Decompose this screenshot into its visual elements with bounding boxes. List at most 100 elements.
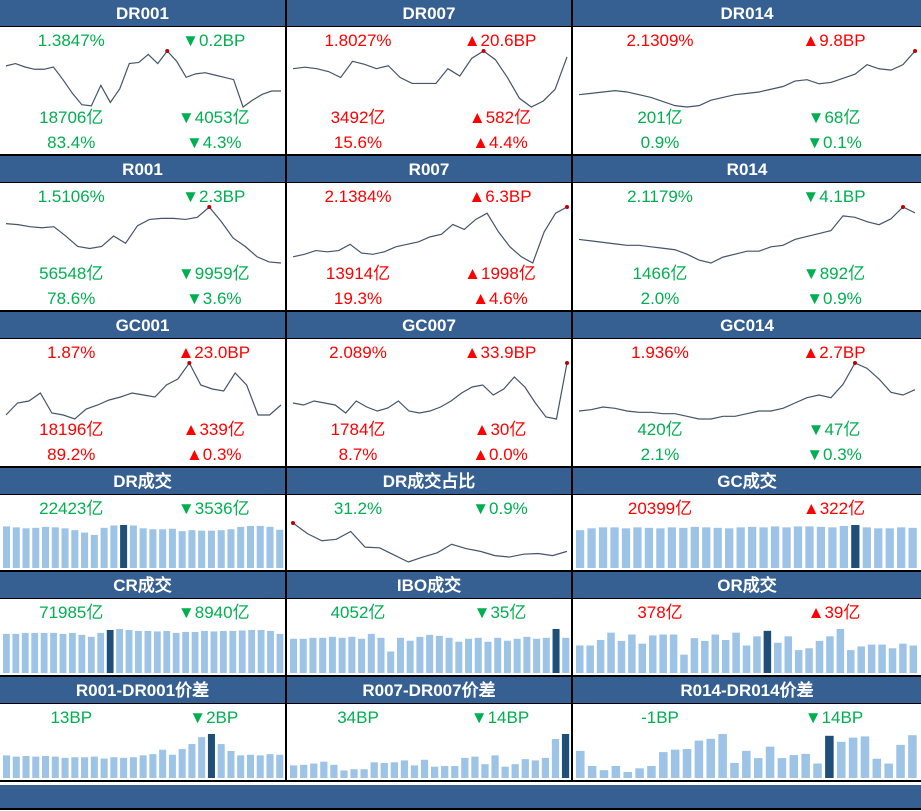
bar: [736, 527, 745, 568]
bar: [551, 739, 560, 778]
panel-title: R001-DR001价差: [0, 677, 285, 704]
bar: [178, 749, 186, 778]
bar-chart: [3, 734, 284, 778]
change: ▼3536亿: [177, 499, 250, 518]
value: 1.3847%: [37, 31, 105, 50]
bar: [380, 762, 388, 778]
bar: [828, 527, 837, 568]
bar-current: [106, 629, 114, 673]
bar: [168, 528, 176, 568]
volume-row: 420亿 ▼47亿: [573, 420, 921, 440]
indicator-panel[interactable]: R001-DR001价差 13BP ▼2BP: [0, 677, 287, 780]
indicator-panel[interactable]: DR001 1.3847% ▼0.2BP 18706亿 ▼4053亿 83.4% ▼4.3%: [0, 0, 287, 154]
indicator-panel[interactable]: R014 2.1179% ▼4.1BP 1466亿 ▼892亿 2.0% ▼0.9%: [573, 156, 921, 310]
value-row: 71985亿 ▼8940亿: [0, 603, 285, 623]
bar: [576, 530, 585, 568]
max-point-marker: [207, 205, 212, 209]
rate-row: 1.5106% ▼2.3BP: [0, 187, 285, 207]
bar: [22, 528, 30, 568]
indicator-panel[interactable]: R007-DR007价差 34BP ▼14BP: [287, 677, 573, 780]
bar: [587, 765, 597, 778]
bar: [246, 754, 254, 778]
bar: [633, 527, 642, 568]
bar: [730, 762, 739, 778]
bar: [201, 630, 208, 673]
bar: [396, 637, 404, 673]
sparkline: [578, 50, 916, 108]
max-point-marker: [853, 361, 857, 365]
sparkline-chart: [5, 361, 282, 420]
indicator-panel[interactable]: IBO成交 4052亿 ▼35亿: [287, 572, 573, 675]
sparkline-chart: [578, 205, 916, 264]
bar: [690, 638, 699, 673]
panel-row: CR成交 71985亿 ▼8940亿 IBO成交 4052亿 ▼35亿 OR成交 378亿 ▲3…: [0, 572, 921, 677]
panel-title: R007: [287, 156, 571, 183]
value: 31.2%: [333, 499, 383, 518]
indicator-panel[interactable]: GC001 1.87% ▲23.0BP 18196亿 ▲339亿 89.2% ▲0.3%: [0, 312, 287, 466]
bar-current: [763, 630, 772, 673]
bar: [839, 525, 848, 568]
change: ▼2.3BP: [182, 187, 246, 206]
bar: [782, 527, 791, 568]
bar: [267, 630, 274, 673]
bar: [90, 756, 98, 778]
share-row: 2.0% ▼0.9%: [573, 289, 921, 309]
bar: [168, 754, 176, 778]
indicator-panel[interactable]: GC007 2.089% ▲33.9BP 1784亿 ▲30亿 8.7% ▲0.0%: [287, 312, 573, 466]
share-row: 8.7% ▲0.0%: [287, 445, 571, 465]
indicator-panel[interactable]: GC成交 20399亿 ▲322亿: [573, 468, 921, 570]
value-row: 34BP ▼14BP: [287, 708, 571, 728]
bar: [406, 640, 414, 673]
bar: [182, 631, 190, 673]
bar: [611, 765, 621, 778]
change: ▼4053亿: [177, 108, 250, 127]
value: 20399亿: [627, 499, 693, 518]
indicator-panel[interactable]: CR成交 71985亿 ▼8940亿: [0, 572, 287, 675]
bar: [3, 755, 11, 778]
bar: [617, 640, 626, 673]
value: 2.0%: [640, 289, 680, 308]
change: ▲0.3%: [185, 445, 242, 464]
change: ▲6.3BP: [468, 187, 532, 206]
bar: [61, 757, 69, 778]
value: 56548亿: [39, 264, 104, 283]
indicator-panel[interactable]: GC014 1.936% ▲2.7BP 420亿 ▼47亿 2.1% ▼0.3%: [573, 312, 921, 466]
bar: [690, 526, 699, 568]
bar: [90, 534, 98, 568]
change: ▲582亿: [468, 108, 532, 127]
indicator-panel[interactable]: R007 2.1384% ▲6.3BP 13914亿 ▲1998亿 19.3% ▲4.6%: [287, 156, 573, 310]
bar: [542, 637, 550, 673]
value: -1BP: [641, 708, 679, 727]
bar: [217, 530, 225, 568]
bar: [598, 527, 608, 568]
value: 3492亿: [330, 108, 386, 127]
bar: [753, 636, 761, 673]
bar: [348, 636, 356, 673]
bar: [377, 637, 385, 673]
change: ▲322亿: [802, 499, 866, 518]
value-row: 4052亿 ▼35亿: [287, 603, 571, 623]
bar: [370, 762, 378, 778]
indicator-panel[interactable]: R001 1.5106% ▼2.3BP 56548亿 ▼9959亿 78.6% ▼3.6%: [0, 156, 287, 310]
bar: [81, 532, 89, 568]
value: 378亿: [637, 603, 683, 622]
bar-current: [207, 734, 215, 778]
indicator-panel[interactable]: R014-DR014价差 -1BP ▼14BP: [573, 677, 921, 780]
bar: [276, 529, 284, 568]
value: 201亿: [637, 108, 683, 127]
panel-title: R014-DR014价差: [573, 677, 921, 704]
value: 1.87%: [47, 343, 96, 362]
indicator-panel[interactable]: DR007 1.8027% ▲20.6BP 3492亿 ▲582亿 15.6% ▲4.4%: [287, 0, 573, 154]
rate-row: 2.089% ▲33.9BP: [287, 343, 571, 363]
change: ▼47亿: [807, 420, 861, 439]
indicator-panel[interactable]: DR014 2.1309% ▲9.8BP 201亿 ▼68亿 0.9% ▼0.1%: [573, 0, 921, 154]
bar: [100, 758, 108, 778]
indicator-panel[interactable]: DR成交 22423亿 ▼3536亿: [0, 468, 287, 570]
indicator-panel[interactable]: DR成交占比 31.2% ▼0.9%: [287, 468, 573, 570]
change: ▲1998亿: [464, 264, 536, 283]
indicator-panel[interactable]: OR成交 378亿 ▲39亿: [573, 572, 921, 675]
bar: [219, 630, 227, 673]
bar: [431, 766, 439, 778]
change: ▼3.6%: [185, 289, 242, 308]
bar: [120, 757, 128, 778]
